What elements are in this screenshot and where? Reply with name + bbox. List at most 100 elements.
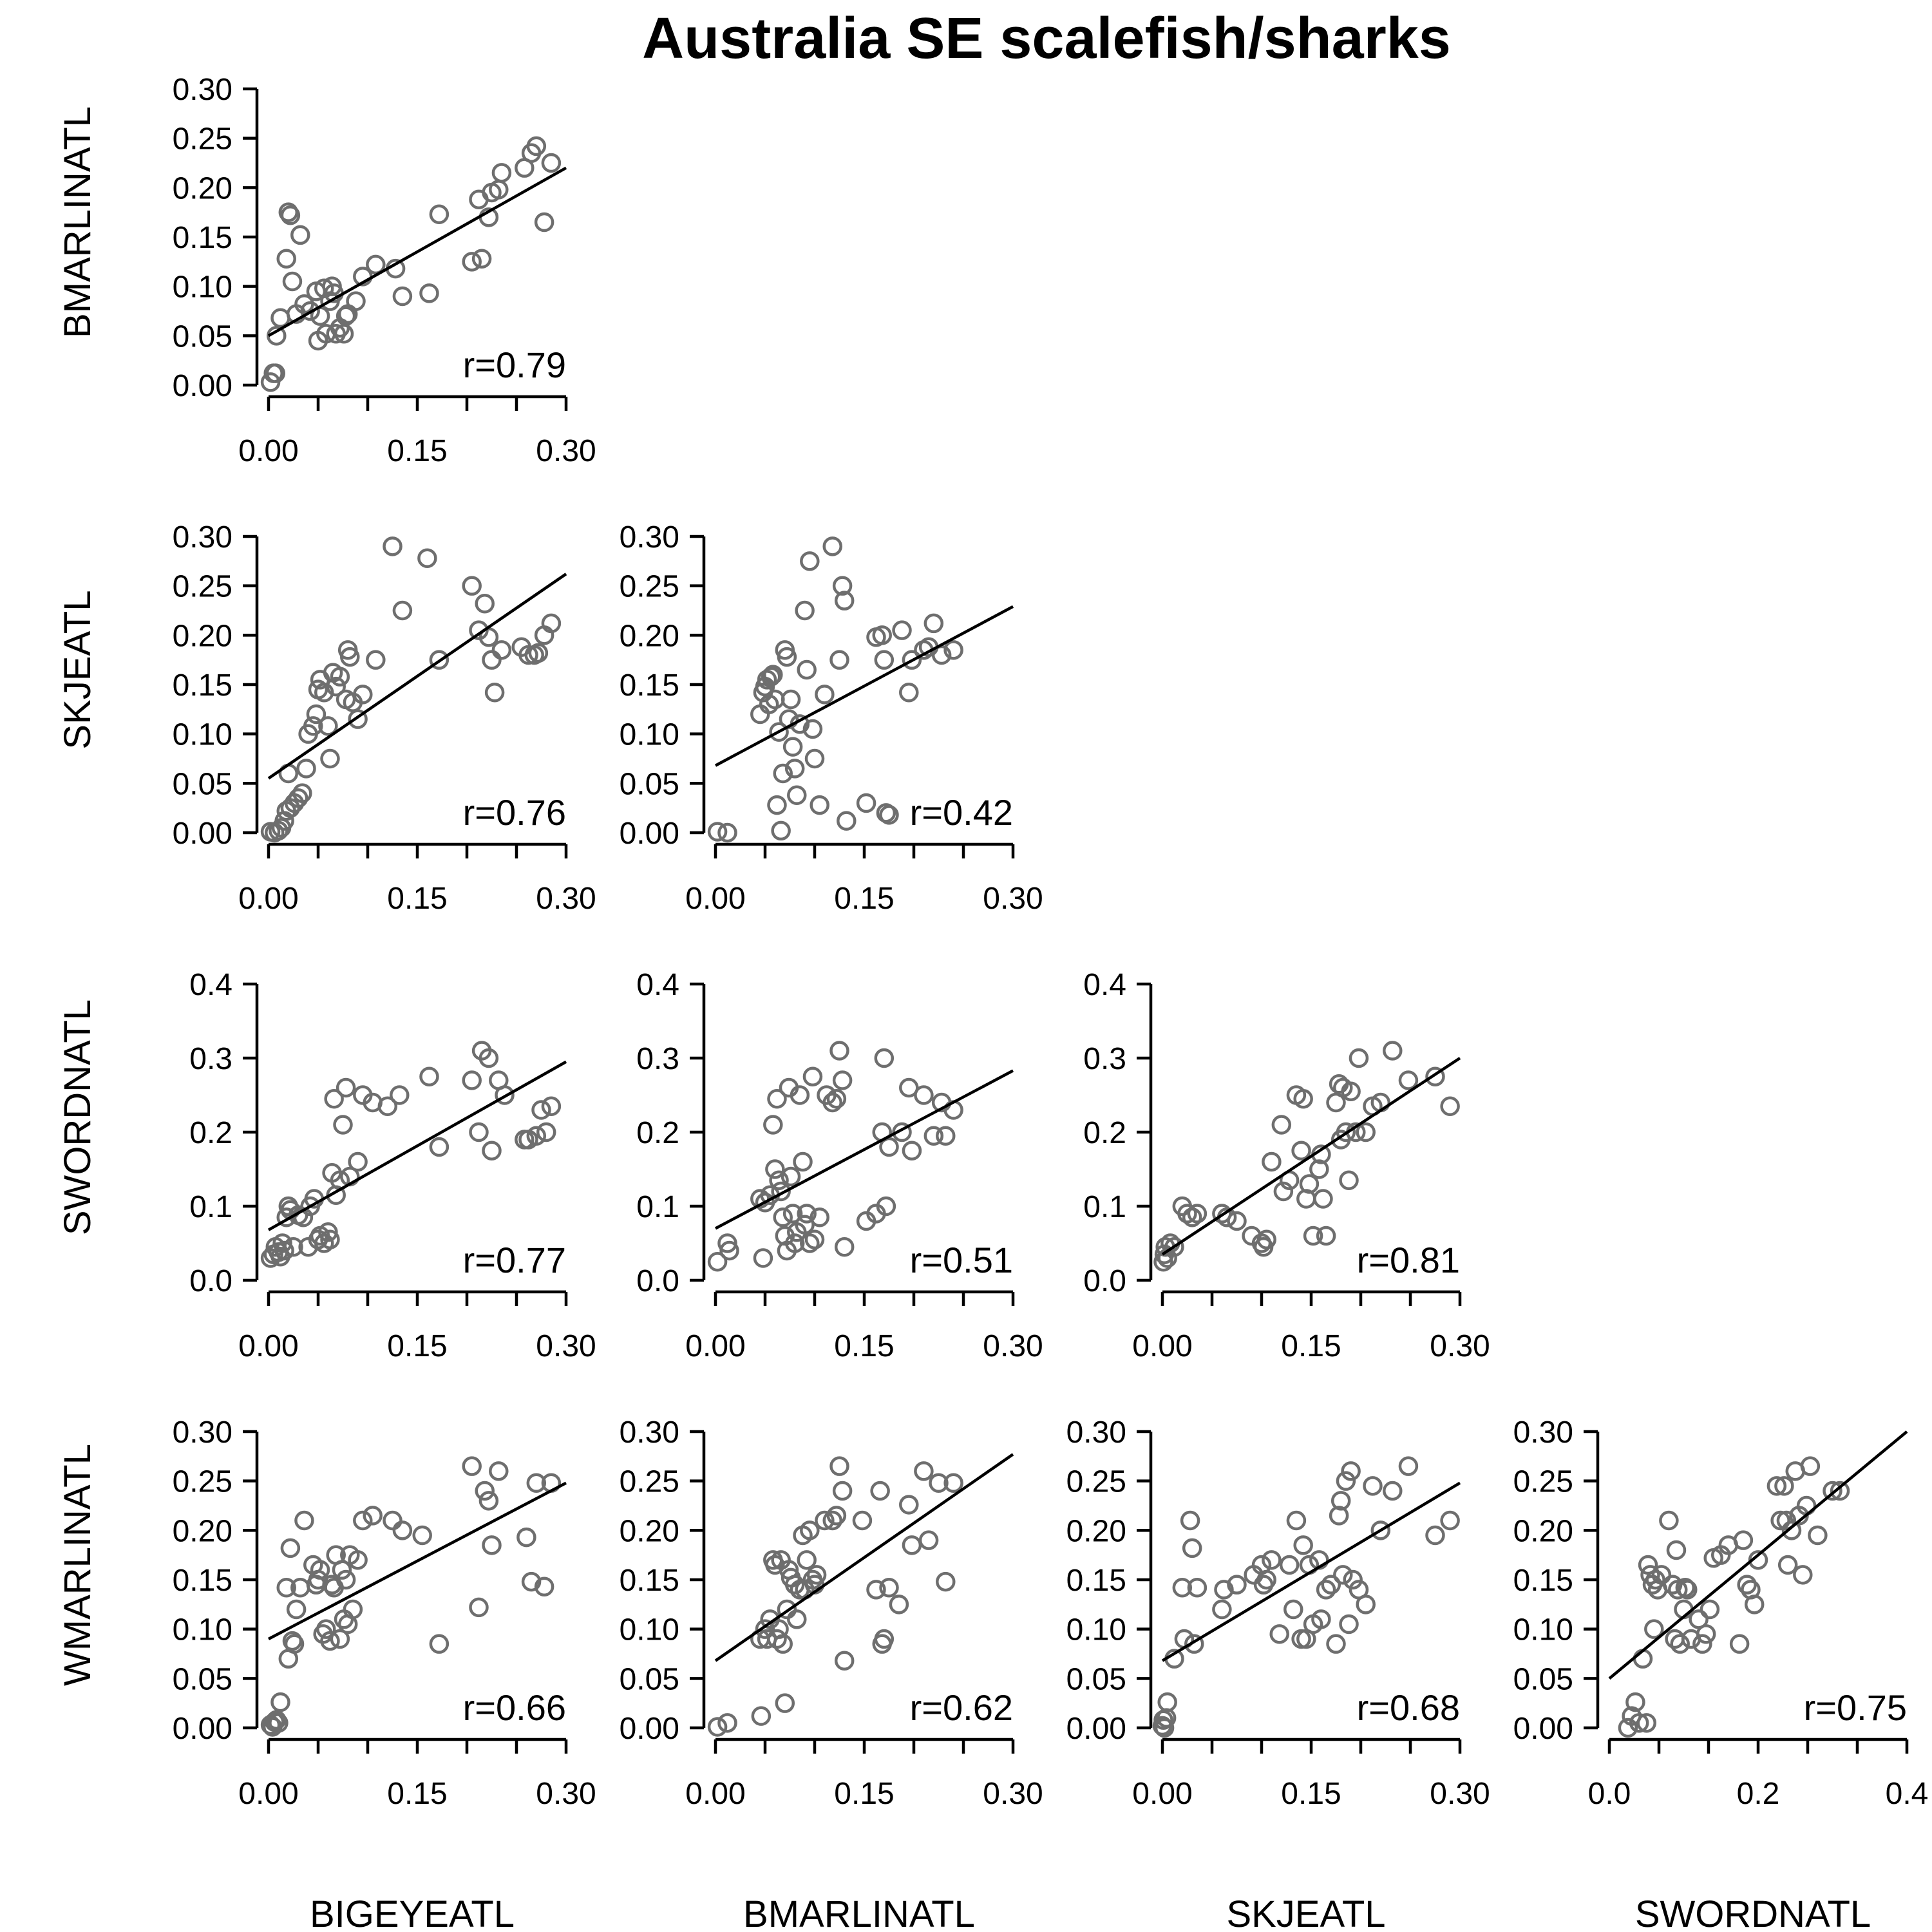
data-point	[923, 613, 944, 634]
data-point	[392, 1520, 413, 1540]
data-point	[899, 683, 919, 703]
data-point	[751, 1706, 772, 1726]
data-point	[804, 748, 825, 769]
data-point	[832, 576, 853, 596]
data-point	[366, 650, 386, 670]
data-point	[1440, 1510, 1460, 1531]
data-point	[1227, 1211, 1247, 1231]
data-point	[1640, 1565, 1660, 1585]
data-point	[936, 1571, 956, 1592]
data-point	[478, 1048, 499, 1068]
data-point	[1651, 1565, 1672, 1585]
y-tick-label: 0.30	[173, 520, 232, 554]
data-point	[923, 1126, 944, 1146]
panel-swordnatl-vs-bmarlinatl: 0.0 0.1 0.2 0.3 0.4 0.00 0.15 0.30 r=0.51	[636, 968, 1043, 1363]
data-point	[802, 1066, 823, 1086]
y-tick-label: 0.15	[173, 221, 232, 255]
data-point	[943, 640, 963, 660]
data-point	[800, 1520, 820, 1540]
data-point	[899, 1495, 919, 1515]
data-point	[1766, 1476, 1787, 1496]
data-point	[1398, 1456, 1419, 1476]
y-tick-label: 0.10	[620, 718, 679, 752]
data-point	[1644, 1619, 1664, 1639]
data-point	[1700, 1599, 1720, 1620]
panels-layer: 0.000.050.100.150.200.250.300.00 0.15 0.30…	[173, 73, 1929, 1811]
data-point	[482, 1141, 502, 1160]
data-point	[1383, 1041, 1403, 1061]
x-label-col-1: BMARLINATL	[743, 1893, 975, 1932]
data-point	[1316, 1580, 1336, 1600]
data-point	[469, 1597, 489, 1618]
y-tick-label: 0.05	[173, 1662, 232, 1696]
data-point	[837, 811, 857, 831]
data-point	[336, 1077, 356, 1098]
data-point	[1666, 1540, 1687, 1560]
data-point	[429, 204, 450, 224]
data-point	[753, 1248, 773, 1268]
data-point	[343, 1599, 363, 1620]
data-point	[526, 1473, 547, 1493]
data-point	[879, 1137, 899, 1157]
data-point	[793, 1151, 813, 1172]
regression-line	[1608, 1430, 1908, 1680]
y-tick-label: 0.3	[1083, 1042, 1126, 1076]
x-tick-label: 0.15	[1281, 1777, 1341, 1811]
data-point	[348, 709, 368, 729]
x-tick-label: 0.00	[685, 1329, 745, 1363]
data-point	[260, 1715, 281, 1735]
data-point	[874, 650, 895, 670]
data-point	[870, 1481, 890, 1501]
data-point	[929, 1473, 949, 1493]
data-point	[826, 1506, 847, 1526]
data-point	[280, 205, 301, 225]
data-point	[1636, 1713, 1656, 1733]
data-point	[771, 820, 791, 841]
y-tick-label: 0.4	[189, 968, 232, 1002]
data-point	[1283, 1599, 1303, 1620]
data-point	[1227, 1575, 1247, 1595]
data-point	[918, 1530, 939, 1550]
data-point	[324, 1089, 344, 1109]
data-point	[707, 1717, 728, 1737]
y-tick-label: 0.05	[620, 1662, 679, 1696]
data-point	[1180, 1510, 1200, 1531]
data-point	[283, 1237, 303, 1257]
data-point	[765, 1159, 785, 1179]
y-label-row-2: SWORDNATL	[57, 999, 99, 1235]
y-tick-label: 0.0	[636, 1264, 679, 1298]
regression-line	[267, 166, 567, 337]
data-point	[1311, 1609, 1331, 1629]
data-point	[1689, 1609, 1709, 1629]
data-point	[429, 1137, 450, 1157]
data-point	[784, 1575, 805, 1595]
data-point	[336, 306, 356, 326]
data-point	[879, 1578, 899, 1598]
data-point	[899, 1077, 919, 1098]
data-point	[534, 212, 554, 232]
x-tick-label: 0.00	[1132, 1777, 1192, 1811]
y-tick-label: 0.00	[1066, 1712, 1126, 1746]
data-point	[475, 594, 495, 614]
panel-swordnatl-vs-bigeyeatl: 0.0 0.1 0.2 0.3 0.4 0.00 0.15 0.30 r=0.77	[189, 968, 596, 1363]
data-point	[1172, 1578, 1193, 1598]
data-point	[320, 1229, 340, 1249]
data-point	[462, 252, 482, 272]
y-tick-label: 0.30	[173, 1416, 232, 1450]
y-tick-label: 0.3	[189, 1042, 232, 1076]
data-point	[707, 822, 728, 842]
data-point	[1696, 1624, 1716, 1644]
data-point	[267, 326, 287, 346]
data-point	[1830, 1481, 1850, 1501]
data-point	[1262, 1151, 1282, 1172]
data-point	[781, 1166, 801, 1187]
y-tick-label: 0.15	[1513, 1564, 1573, 1598]
data-point	[1363, 1476, 1383, 1496]
correlation-label: r=0.79	[463, 345, 566, 385]
data-point	[931, 645, 952, 665]
panel-wmarlinatl-vs-bigeyeatl: 0.00 0.05 0.10 0.15 0.20 0.25 0.30 0.00 0.15 0.30…	[173, 1416, 596, 1811]
data-point	[892, 1122, 912, 1142]
y-label-row-3: WMARLINATL	[57, 1444, 99, 1686]
y-tick-label: 0.4	[1083, 968, 1126, 1002]
data-point	[348, 1550, 368, 1570]
